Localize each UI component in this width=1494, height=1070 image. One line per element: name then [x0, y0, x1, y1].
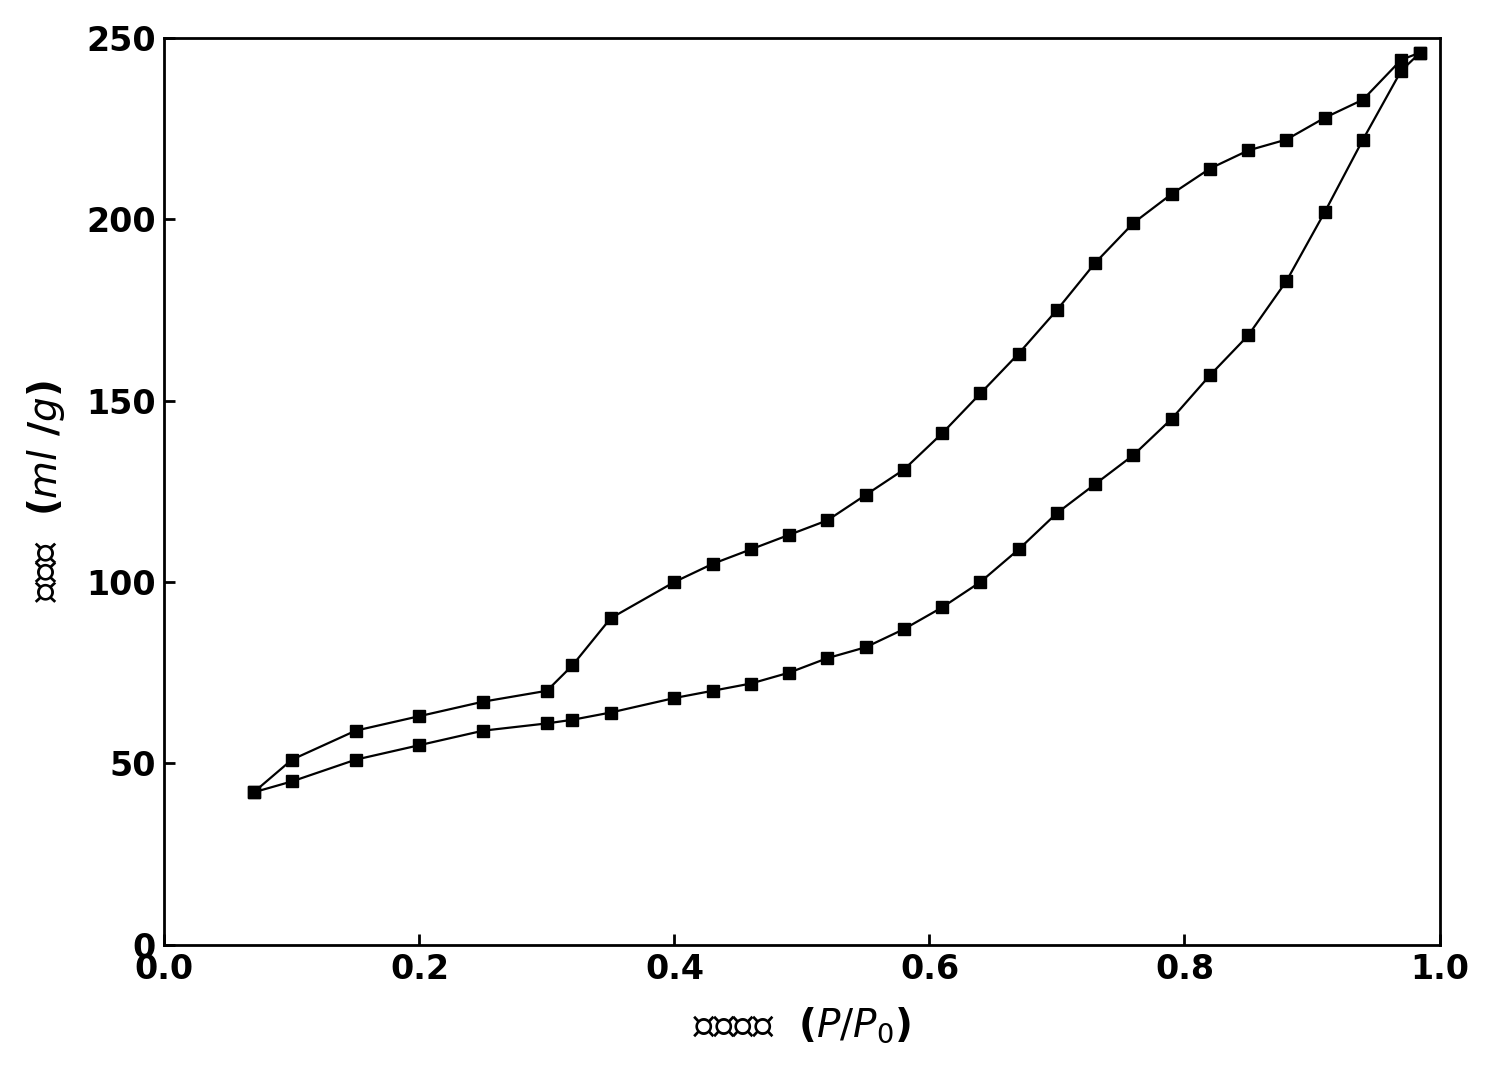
Y-axis label: 吸附量  ($ml$ /$g$): 吸附量 ($ml$ /$g$)	[25, 381, 67, 602]
X-axis label: 相对压力  ($P/P_0$): 相对压力 ($P/P_0$)	[693, 1006, 911, 1045]
